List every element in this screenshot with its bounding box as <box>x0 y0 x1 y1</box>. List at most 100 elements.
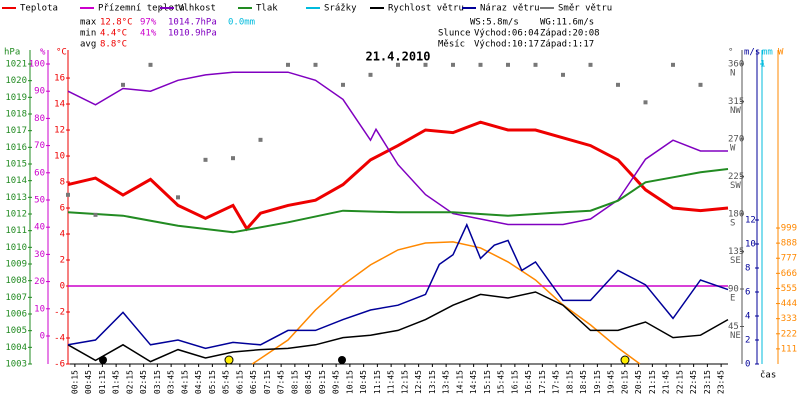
y-tick-label: 180 <box>728 210 744 220</box>
y-tick-label: 315 <box>728 97 744 107</box>
wind-direction-mark <box>671 62 675 67</box>
y-tick-label: 8 <box>745 264 750 274</box>
legend-label: Směr větru <box>558 4 612 14</box>
y-tick-label: 1013 <box>5 193 27 203</box>
x-tick-label: 21:45 <box>662 370 671 394</box>
y-tick-name: SW <box>730 181 741 191</box>
moon-stat: Měsíc <box>438 40 465 50</box>
y-axis-unit: hPa <box>4 48 20 58</box>
stat-label: avg <box>80 40 96 50</box>
y-tick-label: 222 <box>781 329 797 339</box>
x-tick-label: 15:15 <box>483 370 492 394</box>
wind-stat: WG:11.6m/s <box>540 18 594 28</box>
x-tick-label: 08:45 <box>304 370 313 394</box>
y-tick-label: 888 <box>781 239 797 249</box>
x-tick-label: 10:45 <box>359 370 368 394</box>
x-tick-label: 01:45 <box>112 370 121 394</box>
wind-direction-mark <box>588 62 593 67</box>
y-tick-label: 16 <box>54 74 65 84</box>
sun-stat: Východ:06:04 <box>474 29 539 39</box>
y-tick-label: 90 <box>34 87 45 97</box>
x-tick-label: 04:15 <box>180 370 189 394</box>
x-tick-label: 21:15 <box>648 370 657 394</box>
y-tick-label: 1019 <box>5 93 27 103</box>
wind-direction-mark <box>616 82 620 87</box>
x-tick-label: 12:45 <box>414 370 423 394</box>
y-tick-label: 30 <box>34 250 45 260</box>
x-tick-label: 11:15 <box>373 370 382 394</box>
y-tick-label: 2 <box>60 256 65 266</box>
radiation-line <box>251 241 641 365</box>
wind-direction-mark <box>313 62 318 67</box>
x-tick-label: 20:45 <box>634 370 643 394</box>
y-tick-label: 333 <box>781 314 797 324</box>
x-tick-label: 12:15 <box>400 370 409 394</box>
y-axis-unit: % <box>40 48 46 58</box>
y-tick-label: 111 <box>781 344 797 354</box>
stat-label: min <box>80 29 96 39</box>
legend-label: Srážky <box>324 4 357 14</box>
wind-direction-mark <box>121 82 125 87</box>
y-tick-label: 0 <box>745 360 750 370</box>
wind-direction-mark <box>148 62 153 67</box>
wind-stat: WS:5.8m/s <box>470 18 519 28</box>
moon-stat: Východ:10:17 <box>474 40 539 50</box>
y-tick-label: 1014 <box>5 176 27 186</box>
x-tick-label: 05:15 <box>208 370 217 394</box>
x-tick-label: 17:15 <box>538 370 547 394</box>
x-tick-label: 09:45 <box>332 370 341 394</box>
wind-direction-mark <box>451 62 455 67</box>
y-tick-label: 1011 <box>5 226 27 236</box>
wind-direction-mark <box>368 72 373 77</box>
y-tick-label: 10 <box>745 240 756 250</box>
y-axis-unit: W <box>778 48 784 58</box>
x-tick-label: 00:15 <box>70 370 79 394</box>
x-tick-label: 03:45 <box>167 370 176 394</box>
wind-direction-mark <box>643 100 648 105</box>
stat-label: max <box>80 18 97 28</box>
wind-direction-mark <box>66 192 70 197</box>
y-tick-label: 1007 <box>5 293 27 303</box>
sun-marker <box>224 355 234 365</box>
stat-value: 4.4°C <box>100 29 127 39</box>
wind-direction-mark <box>286 62 290 67</box>
y-tick-label: 100 <box>29 60 45 70</box>
y-tick-label: 4 <box>745 312 750 322</box>
y-tick-label: 12 <box>745 216 756 226</box>
y-tick-label: 0 <box>60 282 65 292</box>
y-tick-label: 20 <box>34 277 45 287</box>
y-tick-label: 360 <box>728 60 744 70</box>
x-tick-label: 00:45 <box>84 370 93 394</box>
y-tick-label: 1008 <box>5 276 27 286</box>
y-tick-label: 45 <box>728 322 739 332</box>
wind-direction-mark <box>341 82 345 87</box>
y-tick-label: 135 <box>728 247 744 257</box>
x-tick-label: 08:15 <box>290 370 299 394</box>
legend-label: Teplota <box>20 4 58 14</box>
wind-direction-mark <box>93 212 98 217</box>
moon-marker <box>338 356 346 364</box>
y-axis-unit: ° <box>728 48 733 58</box>
y-tick-name: NW <box>730 106 741 116</box>
y-tick-label: 1020 <box>5 76 27 86</box>
x-tick-label: 22:15 <box>675 370 684 394</box>
y-tick-label: -6 <box>54 360 65 370</box>
y-tick-label: -4 <box>54 334 65 344</box>
y-axis-unit: °C <box>56 48 67 58</box>
stat-value: 1014.7hPa <box>168 18 217 28</box>
y-tick-label: 6 <box>745 288 750 298</box>
y-tick-name: E <box>730 294 735 304</box>
x-tick-label: 10:15 <box>345 370 354 394</box>
x-tick-label: 14:45 <box>469 370 478 394</box>
x-tick-label: 22:45 <box>689 370 698 394</box>
y-tick-name: SE <box>730 256 741 266</box>
y-tick-label: 70 <box>34 141 45 151</box>
y-axis-unit: m/s <box>744 48 760 58</box>
legend-label: Tlak <box>256 4 278 14</box>
x-tick-label: 04:45 <box>194 370 203 394</box>
wind-direction-mark <box>231 156 235 161</box>
x-tick-label: 14:15 <box>455 370 464 394</box>
stat-value: 12.8°C <box>100 18 133 28</box>
x-tick-label: 05:45 <box>222 370 231 394</box>
y-tick-label: -2 <box>54 308 65 318</box>
